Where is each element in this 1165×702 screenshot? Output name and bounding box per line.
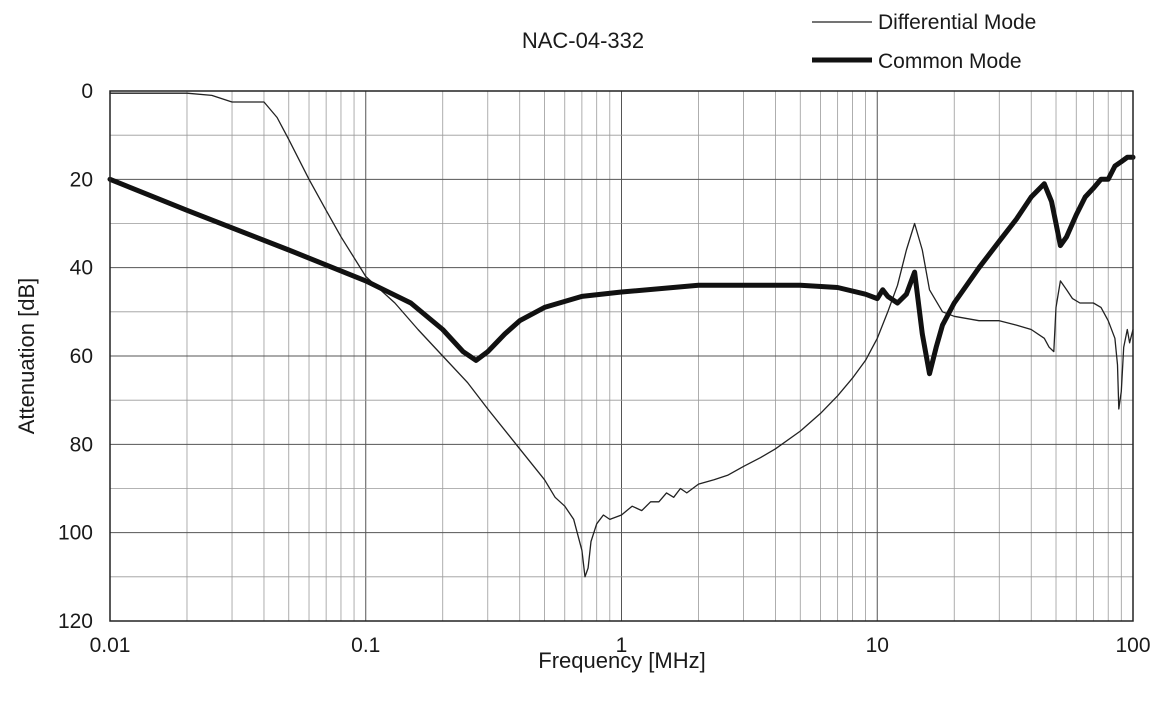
common-mode-line (107, 154, 1136, 377)
y-tick-label: 0 (81, 80, 93, 103)
y-tick-label: 100 (58, 522, 93, 545)
x-axis-label: Frequency [MHz] (538, 648, 706, 673)
y-tick-label: 120 (58, 610, 93, 633)
x-tick-label: 10 (866, 634, 889, 657)
y-tick-label: 60 (70, 345, 93, 368)
legend-label-common: Common Mode (878, 50, 1022, 73)
y-tick-label: 20 (70, 168, 93, 191)
differential-mode-line (109, 92, 1134, 578)
y-tick-label: 40 (70, 257, 93, 280)
y-axis-label: Attenuation [dB] (14, 278, 39, 435)
legend: Differential Mode Common Mode (812, 11, 1036, 73)
x-tick-label: 0.01 (90, 634, 131, 657)
x-tick-label: 100 (1115, 634, 1150, 657)
y-tick-label: 80 (70, 433, 93, 456)
legend-label-differential: Differential Mode (878, 11, 1036, 34)
x-tick-label: 0.1 (351, 634, 380, 657)
plot-frame (109, 90, 1134, 622)
y-tick-labels: 0 20 40 60 80 100 120 (58, 80, 93, 633)
x-tick-labels: 0.01 0.1 1 10 100 (90, 634, 1151, 657)
x-tick-label: 1 (616, 634, 628, 657)
chart-title: NAC-04-332 (522, 28, 644, 53)
series-layer (107, 92, 1136, 578)
